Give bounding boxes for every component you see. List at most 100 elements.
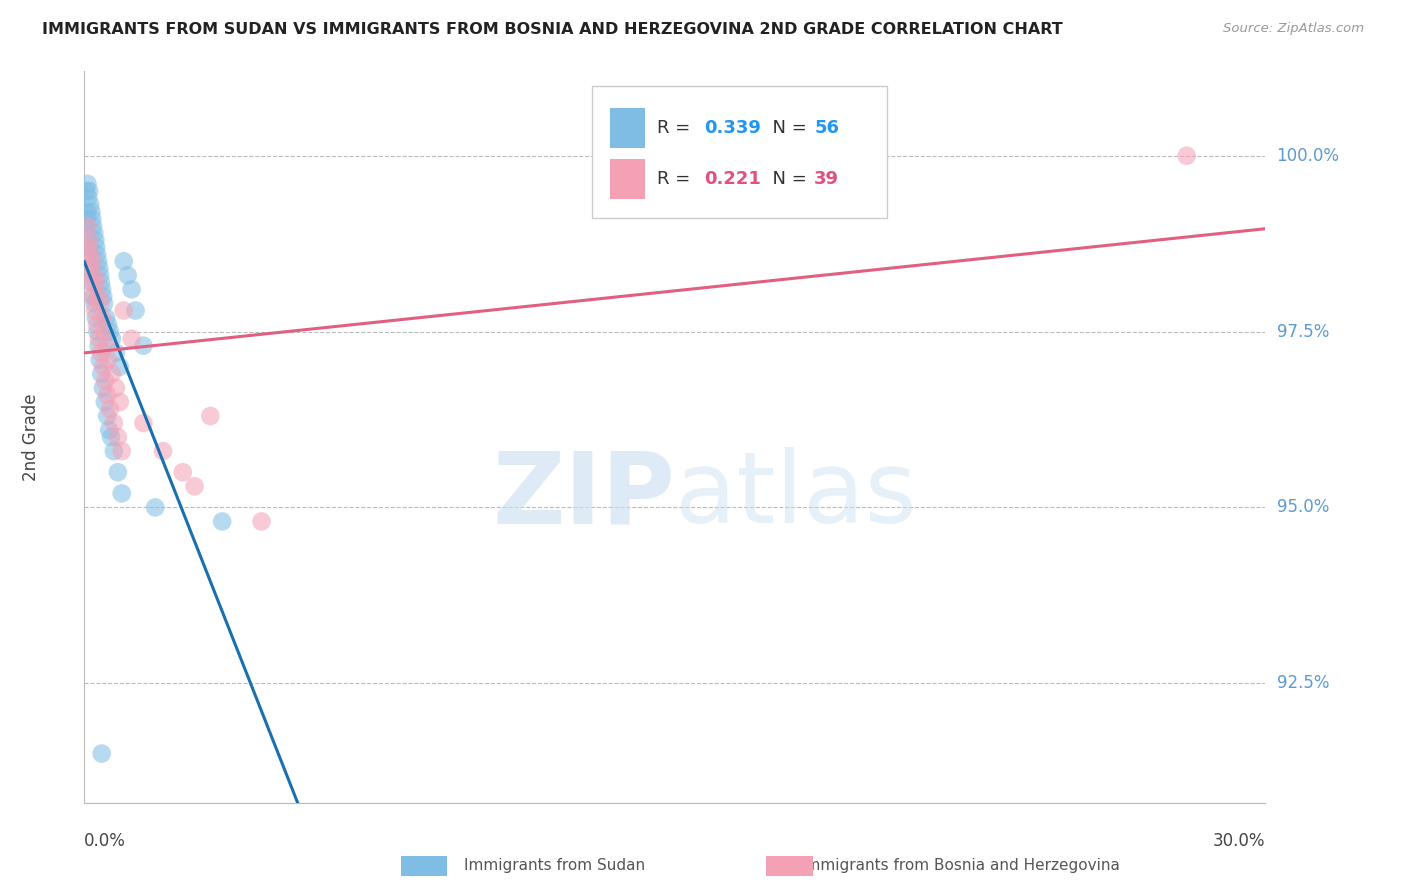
- Point: [90, 747, 112, 761]
- Point: [96, 409, 118, 423]
- Point: [91, 282, 114, 296]
- Point: [80, 276, 103, 290]
- Point: [75, 184, 97, 198]
- Point: [93, 325, 115, 339]
- Point: [112, 303, 135, 318]
- Point: [172, 465, 194, 479]
- Point: [94, 339, 117, 353]
- Text: R =: R =: [657, 119, 696, 137]
- Point: [124, 303, 146, 318]
- Point: [84, 303, 107, 318]
- Point: [132, 339, 155, 353]
- Point: [97, 352, 120, 367]
- Point: [87, 332, 110, 346]
- Text: N =: N =: [761, 119, 813, 137]
- Text: 56: 56: [814, 119, 839, 137]
- Point: [87, 339, 110, 353]
- FancyBboxPatch shape: [592, 86, 887, 218]
- Point: [112, 254, 135, 268]
- Point: [90, 276, 112, 290]
- Point: [93, 296, 115, 310]
- Text: 0.221: 0.221: [704, 170, 761, 188]
- Point: [84, 240, 107, 254]
- Point: [79, 198, 101, 212]
- Point: [79, 247, 101, 261]
- Point: [83, 226, 105, 240]
- Text: R =: R =: [657, 170, 696, 188]
- Point: [82, 289, 104, 303]
- Point: [82, 289, 104, 303]
- Point: [84, 276, 107, 290]
- Point: [96, 388, 118, 402]
- Point: [97, 318, 120, 332]
- Point: [100, 430, 122, 444]
- Point: [86, 325, 108, 339]
- Point: [86, 247, 108, 261]
- Point: [94, 395, 117, 409]
- Text: 100.0%: 100.0%: [1277, 147, 1340, 165]
- FancyBboxPatch shape: [610, 159, 645, 199]
- Point: [84, 233, 107, 247]
- Point: [79, 247, 101, 261]
- Text: 95.0%: 95.0%: [1277, 499, 1329, 516]
- Text: 92.5%: 92.5%: [1277, 674, 1329, 692]
- Point: [91, 310, 114, 325]
- Point: [84, 310, 107, 325]
- Text: atlas: atlas: [675, 447, 917, 544]
- Point: [183, 479, 205, 493]
- Text: 0.339: 0.339: [704, 119, 761, 137]
- Point: [80, 276, 103, 290]
- Point: [77, 240, 100, 254]
- Text: 0.0%: 0.0%: [84, 832, 127, 850]
- Point: [111, 444, 134, 458]
- Point: [89, 261, 111, 276]
- Point: [94, 374, 117, 388]
- Text: 39: 39: [814, 170, 839, 188]
- Text: 97.5%: 97.5%: [1277, 323, 1329, 341]
- Point: [83, 296, 105, 310]
- Point: [90, 367, 112, 381]
- Point: [77, 240, 100, 254]
- Point: [83, 268, 105, 283]
- Point: [79, 261, 101, 276]
- Point: [101, 332, 124, 346]
- Point: [77, 184, 100, 198]
- Point: [82, 212, 104, 227]
- Point: [79, 261, 101, 276]
- Point: [98, 325, 121, 339]
- Point: [152, 444, 174, 458]
- Point: [103, 416, 125, 430]
- Point: [89, 352, 111, 367]
- Point: [250, 515, 273, 529]
- Point: [1175, 149, 1198, 163]
- Point: [87, 254, 110, 268]
- Point: [75, 219, 97, 233]
- Text: 30.0%: 30.0%: [1213, 832, 1265, 850]
- Point: [108, 395, 131, 409]
- Point: [76, 212, 98, 227]
- Point: [104, 345, 127, 359]
- Point: [86, 318, 108, 332]
- Point: [87, 289, 110, 303]
- Point: [91, 289, 114, 303]
- Text: Immigrants from Bosnia and Herzegovina: Immigrants from Bosnia and Herzegovina: [801, 858, 1121, 872]
- Point: [117, 268, 139, 283]
- Point: [89, 268, 111, 283]
- Point: [121, 332, 143, 346]
- Point: [80, 205, 103, 219]
- Point: [91, 359, 114, 374]
- Point: [98, 401, 121, 416]
- Point: [111, 486, 134, 500]
- Text: N =: N =: [761, 170, 813, 188]
- Text: Source: ZipAtlas.com: Source: ZipAtlas.com: [1223, 22, 1364, 36]
- Point: [91, 381, 114, 395]
- Point: [77, 233, 100, 247]
- Text: IMMIGRANTS FROM SUDAN VS IMMIGRANTS FROM BOSNIA AND HERZEGOVINA 2ND GRADE CORREL: IMMIGRANTS FROM SUDAN VS IMMIGRANTS FROM…: [42, 22, 1063, 37]
- Point: [82, 219, 104, 233]
- Point: [121, 282, 143, 296]
- Point: [101, 367, 124, 381]
- Text: 2nd Grade: 2nd Grade: [22, 393, 41, 481]
- Point: [200, 409, 222, 423]
- Point: [76, 205, 98, 219]
- Point: [89, 296, 111, 310]
